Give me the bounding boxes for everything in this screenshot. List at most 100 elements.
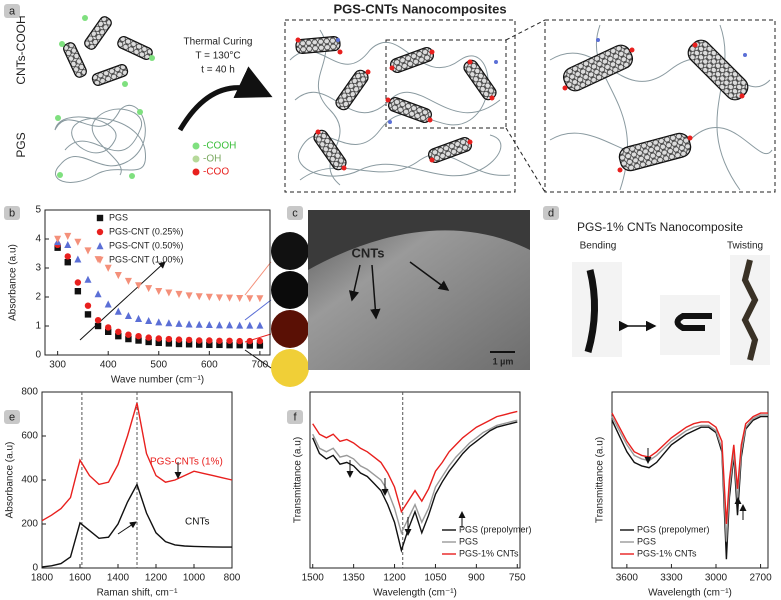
pgs-label: PGS: [14, 132, 28, 157]
solution-photos: [79, 232, 309, 387]
cnt-label: CNTs-COOH: [14, 15, 28, 84]
x-tick-label: 1600: [69, 573, 92, 584]
marker: [226, 294, 234, 302]
cnt-icons: [59, 15, 155, 87]
y-axis-label: Absorbance (a.u): [5, 442, 16, 519]
panel-label: e: [9, 411, 15, 423]
panel-label-box: [543, 206, 559, 220]
marker: [185, 320, 193, 328]
x-tick-label: 3300: [660, 573, 683, 584]
marker: [145, 316, 153, 324]
x-tick-label: 3600: [616, 573, 639, 584]
legend-label: PGS (prepolymer): [637, 524, 710, 534]
marker: [155, 288, 163, 296]
x-tick-label: 800: [224, 573, 241, 584]
marker: [155, 318, 163, 326]
marker: [175, 336, 183, 343]
marker: [64, 240, 72, 248]
marker: [74, 238, 82, 246]
legend-label: PGS: [109, 212, 128, 222]
panel-label: d: [548, 207, 554, 219]
marker: [104, 264, 112, 272]
marker: [96, 256, 104, 264]
legend-label: PGS-CNT (1.00%): [109, 254, 183, 264]
marker: [256, 295, 264, 303]
x-tick-label: 300: [49, 360, 66, 371]
marker: [84, 275, 92, 283]
photo-title: PGS-1% CNTs Nanocomposite: [577, 220, 743, 234]
legend-label: PGS-1% CNTs: [459, 548, 519, 558]
x-tick-label: 1350: [343, 573, 366, 584]
marker: [145, 338, 152, 346]
marker: [74, 288, 82, 295]
pgs-network: [54, 104, 147, 183]
series-label: PGS-CNTs (1%): [150, 457, 223, 468]
x-tick-label: 400: [100, 360, 117, 371]
marker: [104, 300, 112, 308]
y-tick-label: 200: [21, 519, 38, 530]
marker: [74, 279, 82, 286]
marker: [236, 341, 243, 349]
marker: [195, 320, 203, 328]
marker: [256, 321, 264, 329]
series-line: [41, 482, 232, 568]
series-label: CNTs: [185, 517, 209, 528]
marker: [114, 272, 122, 280]
x-tick-label: 1400: [107, 573, 130, 584]
marker: [84, 302, 92, 309]
x-tick-label: 500: [150, 360, 167, 371]
process-step: Thermal Curing: [184, 37, 253, 48]
marker: [256, 337, 264, 345]
y-tick-label: 3: [35, 263, 41, 274]
marker: [216, 337, 223, 344]
process-step: t = 40 h: [201, 65, 235, 76]
x-tick-label: 750: [509, 573, 526, 584]
series-line: [611, 414, 768, 542]
x-tick-label: 1000: [183, 573, 206, 584]
y-tick-label: 0: [32, 563, 38, 574]
marker: [105, 324, 112, 331]
legend-label: PGS-1% CNTs: [637, 548, 697, 558]
panel-label: f: [293, 411, 297, 423]
marker: [115, 328, 122, 335]
marker: [155, 339, 162, 347]
marker: [175, 290, 183, 298]
marker: [125, 335, 132, 343]
series-line: [312, 419, 518, 535]
marker: [236, 294, 244, 302]
series-line: [41, 402, 233, 522]
marker: [196, 337, 203, 344]
x-axis-label: Wave number (cm⁻¹): [111, 375, 204, 386]
group-label: -COO: [203, 167, 229, 178]
marker: [246, 342, 253, 349]
marker: [96, 214, 104, 222]
marker: [175, 319, 183, 327]
marker: [165, 289, 173, 297]
series-line: [312, 410, 518, 514]
plot-frame: [611, 391, 769, 569]
marker: [175, 340, 183, 348]
x-tick-label: 3000: [705, 573, 728, 584]
marker: [105, 328, 112, 335]
marker: [96, 228, 104, 236]
marker: [216, 341, 223, 349]
marker: [206, 337, 213, 344]
marker: [155, 335, 162, 342]
panel-label-box: [287, 206, 303, 220]
y-tick-label: 400: [21, 475, 38, 486]
marker: [226, 321, 234, 329]
x-axis-label: Wavelength (cm⁻¹): [373, 588, 457, 599]
marker: [165, 335, 173, 343]
x-tick-label: 1200: [145, 573, 168, 584]
marker: [64, 259, 71, 266]
y-tick-label: 600: [21, 431, 38, 442]
process-arrow: [177, 66, 273, 132]
y-tick-label: 4: [35, 234, 41, 245]
marker: [74, 255, 82, 263]
marker: [124, 312, 132, 320]
panel-label-box: [4, 410, 20, 424]
x-tick-label: 1800: [31, 573, 54, 584]
legend-label: PGS: [637, 536, 656, 546]
marker: [84, 247, 92, 255]
marker: [125, 331, 132, 338]
